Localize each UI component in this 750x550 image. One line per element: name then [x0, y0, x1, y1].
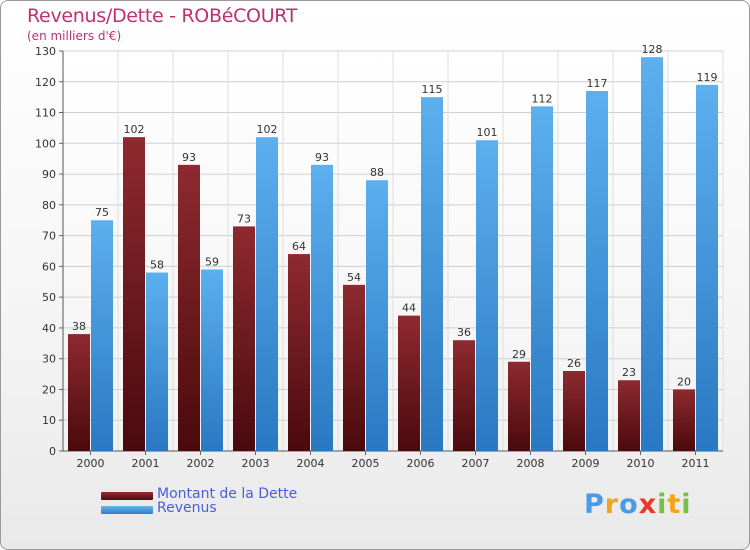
bar-revenus: [91, 220, 113, 451]
y-tick-label: 70: [42, 230, 56, 243]
bar-dette: [618, 380, 640, 451]
bar-dette: [123, 137, 145, 451]
bar-revenus: [366, 180, 388, 451]
logo-letter: t: [667, 489, 682, 520]
y-tick-label: 80: [42, 199, 56, 212]
data-label-dette: 23: [622, 366, 636, 379]
x-tick-label: 2006: [407, 457, 435, 470]
bar-dette: [508, 361, 530, 451]
y-tick-label: 0: [49, 445, 56, 458]
bar-dette: [288, 254, 310, 451]
y-tick-label: 40: [42, 322, 56, 335]
data-label-dette: 26: [567, 357, 581, 370]
data-label-revenus: 59: [205, 255, 219, 268]
y-tick-label: 30: [42, 353, 56, 366]
data-label-dette: 102: [124, 123, 145, 136]
bar-revenus: [201, 269, 223, 451]
bar-revenus: [641, 57, 663, 452]
y-tick-label: 110: [35, 107, 56, 120]
y-tick-label: 10: [42, 414, 56, 427]
bar-revenus: [531, 106, 553, 451]
bar-dette: [453, 340, 475, 451]
data-label-revenus: 75: [95, 206, 109, 219]
data-label-dette: 64: [292, 240, 306, 253]
x-tick-label: 2007: [462, 457, 490, 470]
y-tick-label: 120: [35, 76, 56, 89]
y-tick-label: 130: [35, 45, 56, 58]
y-tick-label: 90: [42, 168, 56, 181]
bar-revenus: [421, 97, 443, 452]
data-label-revenus: 117: [587, 77, 608, 90]
proxiti-logo: Proxiti: [584, 489, 692, 520]
bar-dette: [563, 371, 585, 451]
x-tick-label: 2010: [627, 457, 655, 470]
data-label-dette: 73: [237, 212, 251, 225]
data-label-dette: 93: [182, 151, 196, 164]
x-tick-label: 2011: [682, 457, 710, 470]
y-tick-label: 60: [42, 260, 56, 273]
data-label-revenus: 112: [532, 92, 553, 105]
x-tick-label: 2008: [517, 457, 545, 470]
logo-letter: i: [681, 489, 692, 520]
bar-revenus: [696, 84, 718, 451]
bar-revenus: [586, 91, 608, 451]
bar-revenus: [256, 137, 278, 451]
data-label-revenus: 119: [697, 71, 718, 84]
bar-dette: [178, 164, 200, 451]
logo-letter: r: [604, 489, 620, 520]
data-label-dette: 54: [347, 271, 361, 284]
bar-dette: [233, 226, 255, 451]
chart-subtitle: (en milliers d'€): [27, 29, 122, 43]
data-label-revenus: 58: [150, 259, 164, 272]
x-tick-label: 2005: [352, 457, 380, 470]
logo-letter: i: [657, 489, 668, 520]
data-label-revenus: 128: [642, 43, 663, 56]
bar-dette: [343, 284, 365, 451]
bar-dette: [673, 389, 695, 451]
data-label-revenus: 101: [477, 126, 498, 139]
data-label-revenus: 93: [315, 151, 329, 164]
bar-revenus: [476, 140, 498, 451]
bar-revenus: [311, 164, 333, 451]
legend-label-dette: Montant de la Dette: [157, 486, 298, 502]
legend-swatch-dette: [101, 492, 153, 500]
bar-revenus: [146, 272, 168, 451]
data-label-dette: 36: [457, 326, 471, 339]
x-tick-label: 2000: [77, 457, 105, 470]
y-tick-label: 100: [35, 137, 56, 150]
y-tick-label: 20: [42, 383, 56, 396]
bar-dette: [68, 334, 90, 451]
logo-letter: x: [638, 489, 658, 520]
data-label-revenus: 102: [257, 123, 278, 136]
x-tick-label: 2002: [187, 457, 215, 470]
logo-letter: o: [619, 489, 639, 520]
legend-swatch-revenus: [101, 506, 153, 514]
bar-dette: [398, 315, 420, 451]
x-tick-label: 2004: [297, 457, 325, 470]
data-label-revenus: 88: [370, 166, 384, 179]
chart-title: Revenus/Dette - ROBéCOURT: [27, 5, 298, 27]
logo-letter: P: [584, 489, 605, 520]
data-label-dette: 38: [72, 320, 86, 333]
data-label-dette: 29: [512, 348, 526, 361]
data-label-revenus: 115: [422, 83, 443, 96]
data-label-dette: 44: [402, 302, 416, 315]
y-tick-label: 50: [42, 291, 56, 304]
x-tick-label: 2003: [242, 457, 270, 470]
x-tick-label: 2009: [572, 457, 600, 470]
x-tick-label: 2001: [132, 457, 160, 470]
data-label-dette: 20: [677, 375, 691, 388]
legend-label-revenus: Revenus: [157, 500, 217, 516]
